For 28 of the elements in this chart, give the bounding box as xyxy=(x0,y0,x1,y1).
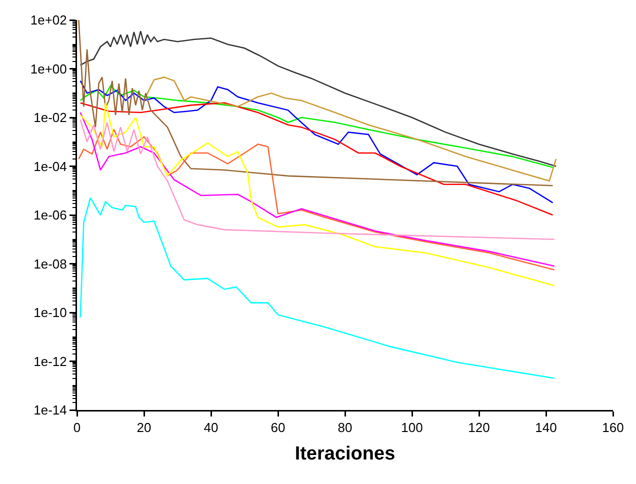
line-series xyxy=(143,76,557,182)
x-tick-label: 140 xyxy=(535,420,557,436)
line-series xyxy=(78,20,554,186)
line-series xyxy=(80,85,554,168)
line-series xyxy=(80,197,556,379)
y-tick-label: 1e-12 xyxy=(34,354,67,369)
y-tick-label: 1e-06 xyxy=(34,208,67,223)
x-tick-label: 40 xyxy=(204,420,218,436)
line-series xyxy=(80,102,556,286)
y-tick-label: 1e-10 xyxy=(34,305,67,320)
x-tick-label: 80 xyxy=(338,420,352,436)
x-tick-label: 120 xyxy=(468,420,490,436)
x-tick-label: 60 xyxy=(270,420,286,436)
y-tick-label: 1e-02 xyxy=(34,110,67,126)
y-tick-label: 1e-08 xyxy=(34,256,67,272)
line-series xyxy=(80,102,554,216)
x-tick-label: 20 xyxy=(136,420,152,436)
y-tick-label: 1e-04 xyxy=(34,158,67,174)
x-axis-title: Iteraciones xyxy=(294,444,396,465)
y-tick-label: 1e+00 xyxy=(30,61,67,76)
x-tick-label: 160 xyxy=(602,420,624,436)
line-series xyxy=(80,30,557,167)
y-tick-label: 1e-14 xyxy=(34,402,67,418)
x-tick-label: 0 xyxy=(73,420,81,436)
line-series xyxy=(80,119,556,240)
y-tick-label: 1e+02 xyxy=(30,12,67,28)
line-series xyxy=(80,80,554,204)
x-tick-label: 100 xyxy=(401,420,423,436)
